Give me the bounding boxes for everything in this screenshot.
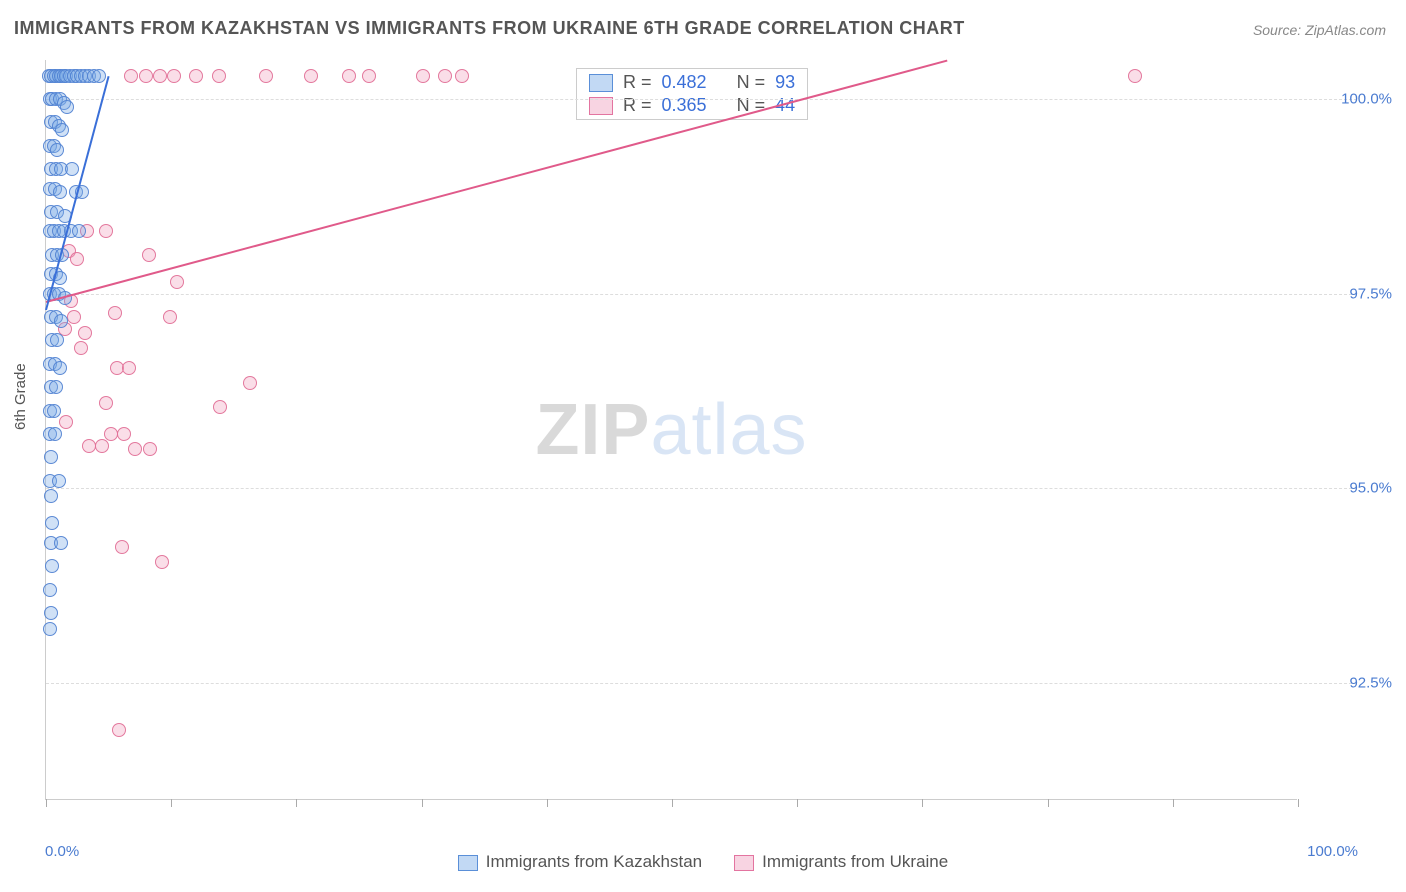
data-point (45, 516, 59, 530)
data-point (108, 306, 122, 320)
gridline-h (46, 488, 1357, 489)
data-point (117, 427, 131, 441)
data-point (99, 396, 113, 410)
chart-title: IMMIGRANTS FROM KAZAKHSTAN VS IMMIGRANTS… (14, 18, 965, 39)
data-point (53, 361, 67, 375)
data-point (43, 583, 57, 597)
data-point (142, 248, 156, 262)
x-tick (46, 799, 47, 807)
data-point (70, 252, 84, 266)
watermark: ZIPatlas (535, 389, 807, 471)
x-tick (422, 799, 423, 807)
data-point (112, 723, 126, 737)
data-point (122, 361, 136, 375)
data-point (53, 185, 67, 199)
data-point (124, 69, 138, 83)
x-tick (797, 799, 798, 807)
data-point (50, 333, 64, 347)
r-value: 0.482 (662, 72, 707, 93)
regression-line (46, 60, 948, 303)
data-point (163, 310, 177, 324)
data-point (47, 404, 61, 418)
gridline-h (46, 99, 1357, 100)
y-tick-label: 97.5% (1312, 285, 1392, 302)
data-point (342, 69, 356, 83)
x-tick (1173, 799, 1174, 807)
source-attribution: Source: ZipAtlas.com (1253, 22, 1386, 38)
data-point (139, 69, 153, 83)
data-point (54, 536, 68, 550)
data-point (60, 100, 74, 114)
x-tick (1048, 799, 1049, 807)
data-point (82, 439, 96, 453)
legend-label: Immigrants from Kazakhstan (486, 852, 702, 871)
legend-label: Immigrants from Ukraine (762, 852, 948, 871)
stats-legend-row: R = 0.482 N = 93 (577, 71, 807, 94)
data-point (48, 427, 62, 441)
data-point (44, 450, 58, 464)
data-point (50, 143, 64, 157)
data-point (170, 275, 184, 289)
data-point (65, 162, 79, 176)
data-point (438, 69, 452, 83)
data-point (72, 224, 86, 238)
data-point (55, 123, 69, 137)
data-point (74, 341, 88, 355)
legend-item: Immigrants from Kazakhstan (458, 852, 702, 872)
x-tick (1298, 799, 1299, 807)
x-tick (547, 799, 548, 807)
data-point (416, 69, 430, 83)
data-point (45, 559, 59, 573)
x-tick (296, 799, 297, 807)
legend-swatch (458, 855, 478, 871)
gridline-h (46, 294, 1357, 295)
data-point (95, 439, 109, 453)
data-point (167, 69, 181, 83)
gridline-h (46, 683, 1357, 684)
data-point (49, 380, 63, 394)
data-point (153, 69, 167, 83)
data-point (362, 69, 376, 83)
r-label: R = (623, 72, 652, 93)
data-point (44, 489, 58, 503)
scatter-plot-area: ZIPatlas R =0.482N =93R =0.365N =44 92.5… (45, 60, 1297, 800)
data-point (115, 540, 129, 554)
legend-swatch (589, 74, 613, 92)
y-tick-label: 95.0% (1312, 480, 1392, 497)
data-point (155, 555, 169, 569)
data-point (259, 69, 273, 83)
x-tick (672, 799, 673, 807)
stats-legend: R =0.482N =93R =0.365N =44 (576, 68, 808, 120)
data-point (189, 69, 203, 83)
legend-swatch (734, 855, 754, 871)
y-axis-title: 6th Grade (12, 363, 29, 430)
data-point (54, 314, 68, 328)
data-point (304, 69, 318, 83)
data-point (213, 400, 227, 414)
data-point (44, 606, 58, 620)
data-point (78, 326, 92, 340)
y-tick-label: 100.0% (1312, 90, 1392, 107)
data-point (1128, 69, 1142, 83)
data-point (128, 442, 142, 456)
n-label: N = (737, 72, 766, 93)
data-point (52, 474, 66, 488)
data-point (92, 69, 106, 83)
data-point (99, 224, 113, 238)
legend-item: Immigrants from Ukraine (734, 852, 948, 872)
data-point (143, 442, 157, 456)
y-tick-label: 92.5% (1312, 675, 1392, 692)
series-legend: Immigrants from Kazakhstan Immigrants fro… (0, 852, 1406, 872)
data-point (212, 69, 226, 83)
data-point (43, 622, 57, 636)
data-point (59, 415, 73, 429)
data-point (455, 69, 469, 83)
x-tick (922, 799, 923, 807)
n-value: 93 (775, 72, 795, 93)
data-point (243, 376, 257, 390)
x-tick (171, 799, 172, 807)
